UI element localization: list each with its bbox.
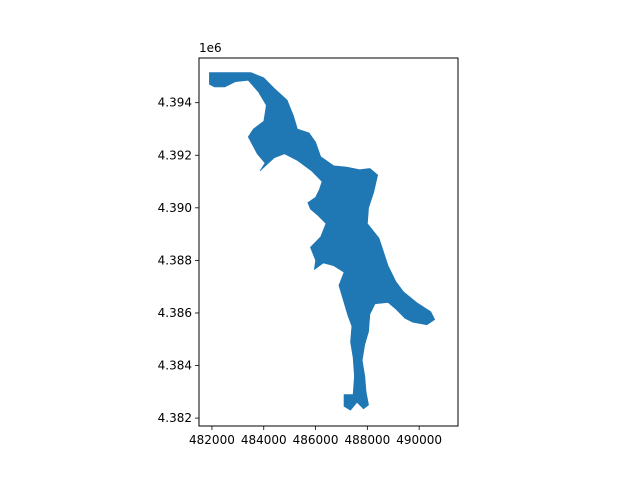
- plot-area: [198, 57, 459, 427]
- y-offset-label: 1e6: [199, 41, 222, 55]
- x-tick-label: 482000: [189, 433, 235, 447]
- x-tick-label: 486000: [293, 433, 339, 447]
- y-tick-label: 4.392: [158, 148, 192, 162]
- x-tick-label: 488000: [344, 433, 390, 447]
- x-axis: 482000 484000 486000 488000 490000: [189, 426, 442, 447]
- x-tick-label: 490000: [396, 433, 442, 447]
- region-polygon: [209, 72, 436, 411]
- y-tick-label: 4.384: [158, 359, 192, 373]
- x-tick-label: 484000: [241, 433, 287, 447]
- axes-frame: [198, 57, 459, 427]
- y-tick-label: 4.386: [158, 306, 192, 320]
- y-tick-label: 4.390: [158, 201, 192, 215]
- y-axis: 4.382 4.384 4.386 4.388 4.390 4.392 4.394: [158, 96, 199, 425]
- y-tick-label: 4.394: [158, 96, 192, 110]
- y-tick-label: 4.382: [158, 411, 192, 425]
- y-tick-label: 4.388: [158, 253, 192, 267]
